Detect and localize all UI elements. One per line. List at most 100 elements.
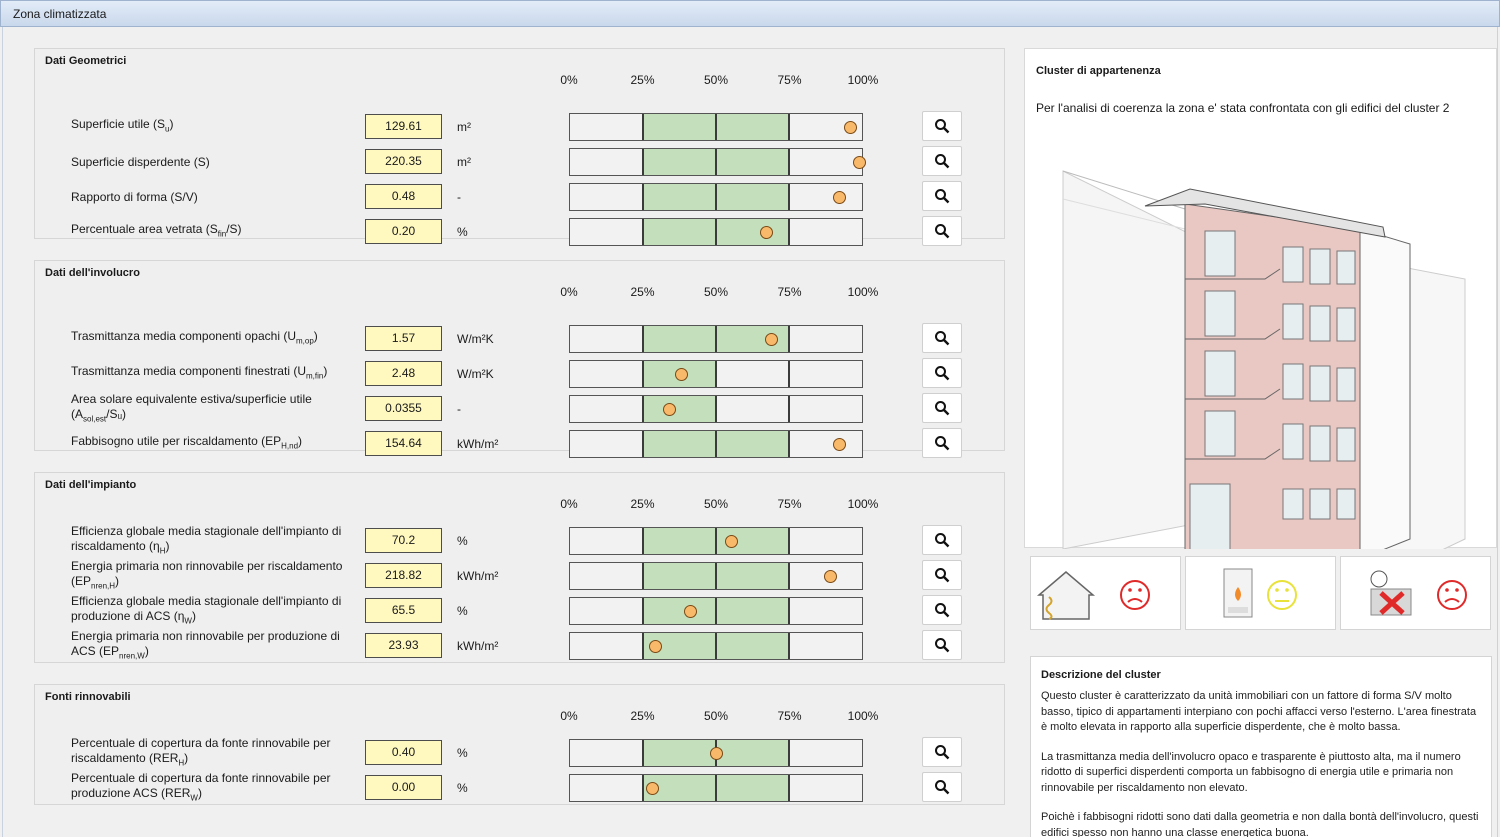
indicator-value: 23.93 xyxy=(365,633,442,658)
zoom-button[interactable] xyxy=(922,146,962,176)
range-bar xyxy=(569,739,863,767)
cluster-header: Cluster di appartenenza Per l'analisi di… xyxy=(1024,48,1497,549)
indicator-value: 1.57 xyxy=(365,326,442,351)
label-subscript: H xyxy=(178,758,185,768)
building-windows xyxy=(1189,230,1356,549)
range-bar xyxy=(569,148,867,176)
indicator-label: Percentuale area vetrata (Sfin/S) xyxy=(71,216,361,248)
indicator-label: Superficie disperdente (S) xyxy=(71,146,361,178)
indicator-row: Percentuale di copertura da fonte rinnov… xyxy=(35,736,1005,769)
indicator-unit: - xyxy=(457,402,461,416)
indicator-row: Efficienza globale media stagionale dell… xyxy=(35,594,1005,627)
bar-tick xyxy=(642,563,644,589)
zoom-button[interactable] xyxy=(922,181,962,211)
indicator-label: Percentuale di copertura da fonte rinnov… xyxy=(71,771,361,804)
zoom-button[interactable] xyxy=(922,216,962,246)
bar-tick xyxy=(788,563,790,589)
percent-scale: 0% 25% 50% 75% 100% xyxy=(35,285,995,299)
cluster-description: Descrizione del cluster Questo cluster è… xyxy=(1030,656,1492,837)
bar-tick xyxy=(715,598,717,624)
label-subscript: u xyxy=(165,124,170,134)
zoom-button[interactable] xyxy=(922,772,962,802)
indicator-value: 2.48 xyxy=(365,361,442,386)
indicator-row: Efficienza globale media stagionale dell… xyxy=(35,523,1005,557)
label-suffix: ) xyxy=(323,364,328,379)
range-bar xyxy=(569,325,863,353)
scale-label: 50% xyxy=(703,285,729,299)
zoom-button[interactable] xyxy=(922,560,962,590)
percent-scale: 0% 25% 50% 75% 100% xyxy=(35,709,995,723)
label-text: Superficie utile (S xyxy=(71,117,166,132)
envelope-indicator xyxy=(1030,556,1181,630)
indicator-row: Percentuale area vetrata (Sfin/S) 0.20% xyxy=(35,216,1005,248)
scale-label: 50% xyxy=(703,709,729,723)
scale-label: 50% xyxy=(703,497,729,511)
system-indicator xyxy=(1185,556,1336,630)
scale-label: 0% xyxy=(560,73,578,87)
cluster-intro: Per l'analisi di coerenza la zona e' sta… xyxy=(1036,101,1450,115)
range-bar xyxy=(569,562,863,590)
boiler-icon xyxy=(1223,568,1297,618)
label-suffix: ) xyxy=(184,750,189,765)
zoom-button[interactable] xyxy=(922,111,962,141)
zoom-button[interactable] xyxy=(922,358,962,388)
bar-tick xyxy=(788,326,790,352)
indicator-value: 218.82 xyxy=(365,563,442,588)
indicator-label: Energia primaria non rinnovabile per ris… xyxy=(71,558,361,592)
bar-tick xyxy=(715,396,717,422)
zoom-button[interactable] xyxy=(922,737,962,767)
bar-tick xyxy=(642,633,644,659)
zoom-button[interactable] xyxy=(922,323,962,353)
value-marker xyxy=(645,782,659,795)
label-subscript: W xyxy=(190,793,198,803)
scale-label: 25% xyxy=(630,709,655,723)
section-title: Fonti rinnovabili xyxy=(45,691,131,703)
value-marker xyxy=(674,368,688,381)
zoom-button[interactable] xyxy=(922,595,962,625)
label-text: Superficie disperdente (S) xyxy=(71,154,210,169)
magnifier-icon xyxy=(935,638,950,653)
indicator-unit: % xyxy=(457,781,468,795)
bar-tick xyxy=(788,396,790,422)
magnifier-icon xyxy=(935,331,950,346)
bar-tick xyxy=(715,114,717,140)
zoom-button[interactable] xyxy=(922,393,962,423)
bar-tick xyxy=(642,740,644,766)
label-suffix: ) xyxy=(197,785,202,800)
indicator-row: Percentuale di copertura da fonte rinnov… xyxy=(35,771,1005,804)
indicator-value: 129.61 xyxy=(365,114,442,139)
label-text: Energia primaria non rinnovabile per ris… xyxy=(71,558,343,588)
label-text: Efficienza globale media stagionale dell… xyxy=(71,523,342,553)
indicator-value: 70.2 xyxy=(365,528,442,553)
zoom-button[interactable] xyxy=(922,428,962,458)
section-2: Dati dell'impianto 0% 25% 50% 75% 100% Efficie… xyxy=(34,472,1005,663)
bar-tick xyxy=(642,396,644,422)
indicator-unit: kWh/m² xyxy=(457,569,499,583)
renewables-indicator xyxy=(1340,556,1491,630)
label-text: Fabbisogno utile per riscaldamento (EP xyxy=(71,434,282,449)
value-marker xyxy=(648,640,662,653)
label-subscript: fin xyxy=(217,229,227,239)
zoom-button[interactable] xyxy=(922,525,962,555)
indicator-unit: - xyxy=(457,190,461,204)
label-text: Energia primaria non rinnovabile per pro… xyxy=(71,628,340,658)
magnifier-icon xyxy=(935,119,950,134)
zoom-button[interactable] xyxy=(922,630,962,660)
value-marker xyxy=(832,438,846,451)
bar-tick xyxy=(642,431,644,457)
range-bar xyxy=(569,430,863,458)
indicator-row: Fabbisogno utile per riscaldamento (EPH,… xyxy=(35,428,1005,460)
bar-tick xyxy=(788,219,790,245)
indicator-label: Efficienza globale media stagionale dell… xyxy=(71,594,361,627)
value-marker xyxy=(759,226,773,239)
indicator-label: Rapporto di forma (S/V) xyxy=(71,181,361,213)
indicator-value: 0.0355 xyxy=(365,396,442,421)
cluster-indicators xyxy=(1030,556,1497,630)
value-marker xyxy=(724,535,738,548)
indicator-label: Fabbisogno utile per riscaldamento (EPH,… xyxy=(71,428,361,460)
value-marker xyxy=(844,121,858,134)
bar-tick xyxy=(788,184,790,210)
main-window: Dati Geometrici 0% 25% 50% 75% 100% Superficie… xyxy=(2,27,1498,837)
range-bar xyxy=(569,113,863,141)
label-text: Percentuale area vetrata (S xyxy=(71,222,218,237)
